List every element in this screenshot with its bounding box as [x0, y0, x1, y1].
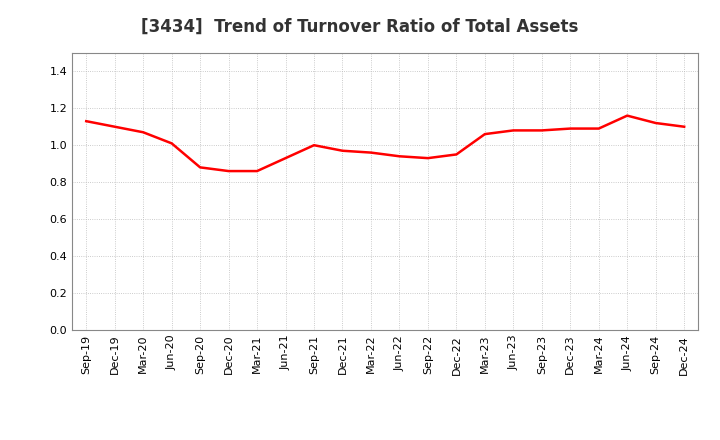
Text: [3434]  Trend of Turnover Ratio of Total Assets: [3434] Trend of Turnover Ratio of Total … [141, 18, 579, 36]
